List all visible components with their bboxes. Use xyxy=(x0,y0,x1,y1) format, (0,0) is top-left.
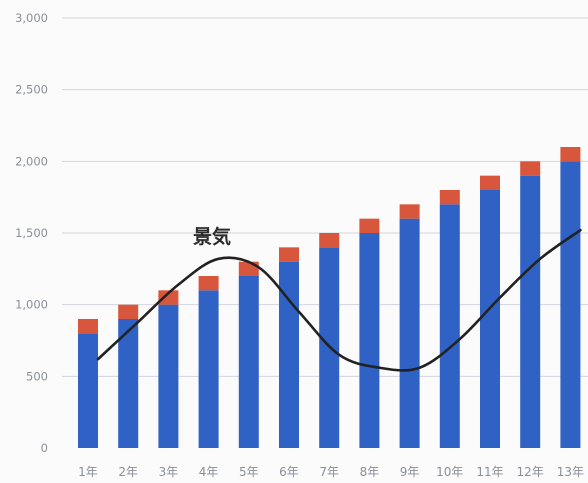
x-tick-label: 4年 xyxy=(199,465,219,479)
trend-line xyxy=(96,228,582,372)
bars xyxy=(78,147,581,449)
bar-top xyxy=(118,304,139,319)
bar-top xyxy=(480,175,500,190)
bar-base xyxy=(480,190,500,448)
x-tick-label: 8年 xyxy=(360,465,380,479)
bar-base xyxy=(560,161,581,449)
bar-top xyxy=(399,204,420,219)
y-tick-label: 0 xyxy=(41,441,48,455)
trend-line-group xyxy=(96,228,582,372)
bar-base xyxy=(439,204,460,448)
bar-top xyxy=(78,319,98,334)
bar-top xyxy=(198,276,219,291)
annotation-label: 景気 xyxy=(193,225,231,248)
x-tick-label: 2年 xyxy=(118,465,138,479)
bar-base xyxy=(158,304,179,448)
bar-top xyxy=(279,247,299,262)
bar-base xyxy=(520,175,541,448)
x-tick-label: 12年 xyxy=(517,465,544,479)
x-tick-label: 9年 xyxy=(400,465,420,479)
bar-top xyxy=(439,190,460,205)
x-tick-label: 10年 xyxy=(436,465,463,479)
bar-base xyxy=(198,290,219,448)
bar-base xyxy=(78,333,98,448)
bar-base xyxy=(118,319,139,448)
bar-base xyxy=(238,276,259,448)
bar-base xyxy=(359,233,380,448)
x-tick-label: 1年 xyxy=(78,465,98,479)
bar-top xyxy=(158,290,179,305)
bar-top xyxy=(359,218,380,233)
labels: 0 500 1,000 1,500 2,000 2,500 3,000 1年 2年 3年 4年 5年 6… xyxy=(15,11,584,479)
bar-top xyxy=(238,261,259,276)
y-tick-label: 3,000 xyxy=(15,11,48,25)
bar-top xyxy=(319,233,340,248)
y-tick-label: 500 xyxy=(26,369,48,383)
x-tick-label: 3年 xyxy=(159,465,179,479)
x-tick-label: 11年 xyxy=(476,465,503,479)
y-tick-label: 1,000 xyxy=(15,298,48,312)
x-tick-label: 13年 xyxy=(557,465,584,479)
bar-base xyxy=(279,261,299,448)
bar-top xyxy=(520,161,541,176)
y-tick-label: 2,500 xyxy=(15,83,48,97)
x-tick-label: 7年 xyxy=(319,465,339,479)
bar-top xyxy=(560,147,581,162)
x-tick-label: 5年 xyxy=(239,465,259,479)
y-tick-label: 1,500 xyxy=(15,226,48,240)
bar-base xyxy=(399,218,420,448)
x-tick-label: 6年 xyxy=(279,465,299,479)
y-tick-label: 2,000 xyxy=(15,154,48,168)
